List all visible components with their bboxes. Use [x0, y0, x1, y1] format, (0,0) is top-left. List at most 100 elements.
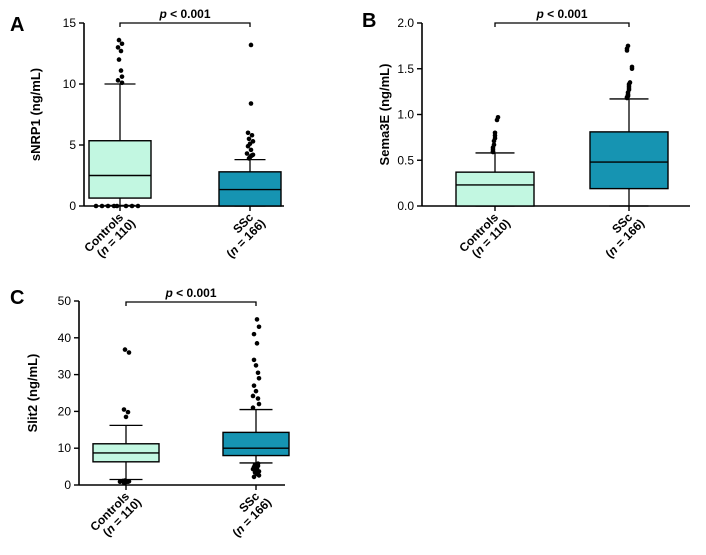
y-tick-label: 2.0 — [397, 16, 414, 30]
outlier-point — [129, 203, 135, 209]
p-symbol: p — [158, 7, 166, 21]
y-tick-label: 15 — [63, 16, 77, 30]
y-tick-label: 10 — [58, 441, 72, 455]
outlier-point — [248, 147, 254, 153]
outlier-point — [255, 396, 261, 401]
outlier-point — [115, 78, 121, 83]
y-axis-label: sNRP1 (ng/mL) — [28, 68, 43, 161]
y-axis-label: Slit2 (ng/mL) — [25, 354, 40, 433]
outlier-point — [118, 68, 124, 73]
y-tick-label: 1.0 — [397, 108, 414, 122]
outlier-point — [115, 45, 121, 50]
p-symbol: p — [535, 7, 543, 21]
outlier-point — [118, 48, 124, 54]
box — [222, 431, 290, 457]
panel-a: A 0 5 10 15 sNRP1 (ng/mL) p < 0.001 Controls(n … — [10, 7, 284, 261]
box — [589, 131, 669, 190]
outlier-point — [248, 42, 254, 48]
outlier-point — [119, 80, 125, 86]
panel-letter: C — [10, 287, 24, 309]
outlier-point — [250, 152, 256, 158]
p-value: < 0.001 — [544, 7, 588, 21]
y-tick-label: 50 — [58, 294, 72, 308]
group-ssc: SSc(n = 166) — [222, 317, 290, 540]
group-controls: Controls(n = 110) — [455, 114, 535, 260]
y-tick-label: 0 — [64, 478, 71, 492]
outlier-point — [125, 409, 131, 415]
y-tick-label: 10 — [63, 77, 77, 91]
outlier-point — [116, 57, 122, 62]
outlier-point — [99, 203, 105, 209]
outlier-point — [256, 401, 262, 407]
outlier-point — [244, 151, 250, 156]
outlier-point — [495, 114, 501, 120]
outlier-point — [253, 388, 259, 394]
outlier-point — [119, 41, 125, 47]
outlier-point — [251, 383, 257, 388]
y-tick-label: 1.5 — [397, 62, 414, 76]
outlier-point — [492, 130, 498, 136]
outlier-point — [251, 331, 257, 337]
significance-bracket — [494, 22, 630, 27]
significance-label: p < 0.001 — [535, 7, 587, 21]
group-ssc: SSc(n = 166) — [218, 42, 282, 261]
p-value: < 0.001 — [167, 7, 211, 21]
outlier-point — [126, 350, 132, 355]
p-value: < 0.001 — [173, 286, 217, 300]
outlier-point — [255, 370, 261, 376]
y-tick-label: 0 — [69, 199, 76, 213]
box — [88, 140, 152, 199]
outlier-point — [123, 414, 129, 420]
outlier-point — [256, 324, 262, 330]
outlier-point — [256, 473, 262, 478]
outlier-point — [254, 317, 260, 322]
outlier-point — [253, 363, 259, 368]
outlier-point — [119, 74, 125, 79]
significance-label: p < 0.001 — [158, 7, 210, 21]
outlier-point — [251, 357, 257, 363]
y-tick-label: 40 — [58, 331, 72, 345]
outlier-point — [246, 136, 252, 142]
y-tick-label: 5 — [69, 138, 76, 152]
significance-bracket — [119, 22, 251, 27]
outlier-point — [135, 203, 141, 209]
panel-letter: A — [10, 14, 24, 36]
p-symbol: p — [164, 286, 172, 300]
outlier-point — [121, 407, 127, 412]
outlier-point — [250, 405, 256, 411]
y-tick-label: 30 — [58, 368, 72, 382]
group-ssc: SSc(n = 166) — [589, 43, 669, 261]
y-tick-label: 0.0 — [397, 199, 414, 213]
significance-bracket — [125, 301, 257, 306]
outlier-point — [251, 474, 257, 480]
outlier-point — [245, 130, 251, 136]
outlier-point — [93, 203, 99, 209]
y-tick-label: 20 — [58, 404, 72, 418]
outlier-point — [625, 43, 631, 49]
group-controls: Controls(n = 110) — [87, 347, 160, 539]
outlier-point — [249, 132, 255, 138]
box — [455, 171, 535, 207]
panel-letter: B — [362, 10, 376, 32]
outlier-point — [256, 375, 262, 381]
panel-b: B 0.0 0.5 1.0 1.5 2.0 Sema3E (ng/mL) p < 0.001 C… — [362, 7, 690, 261]
outlier-point — [627, 80, 633, 85]
significance-label: p < 0.001 — [164, 286, 216, 300]
y-tick-label: 0.5 — [397, 153, 414, 167]
outlier-point — [248, 101, 254, 106]
group-controls: Controls(n = 110) — [81, 37, 152, 260]
outlier-point — [491, 142, 497, 147]
outlier-point — [117, 479, 123, 484]
panel-c: C 0 10 20 30 40 50 Slit2 (ng/mL) p < 0.001 Contro… — [10, 286, 290, 540]
outlier-point — [629, 64, 635, 70]
outlier-point — [122, 347, 128, 352]
outlier-point — [105, 203, 111, 209]
outlier-point — [250, 139, 256, 144]
outlier-point — [254, 341, 260, 346]
outlier-point — [116, 37, 122, 43]
outlier-point — [111, 203, 117, 209]
y-axis-label: Sema3E (ng/mL) — [377, 64, 392, 166]
outlier-point — [123, 203, 129, 209]
outlier-point — [250, 393, 256, 399]
